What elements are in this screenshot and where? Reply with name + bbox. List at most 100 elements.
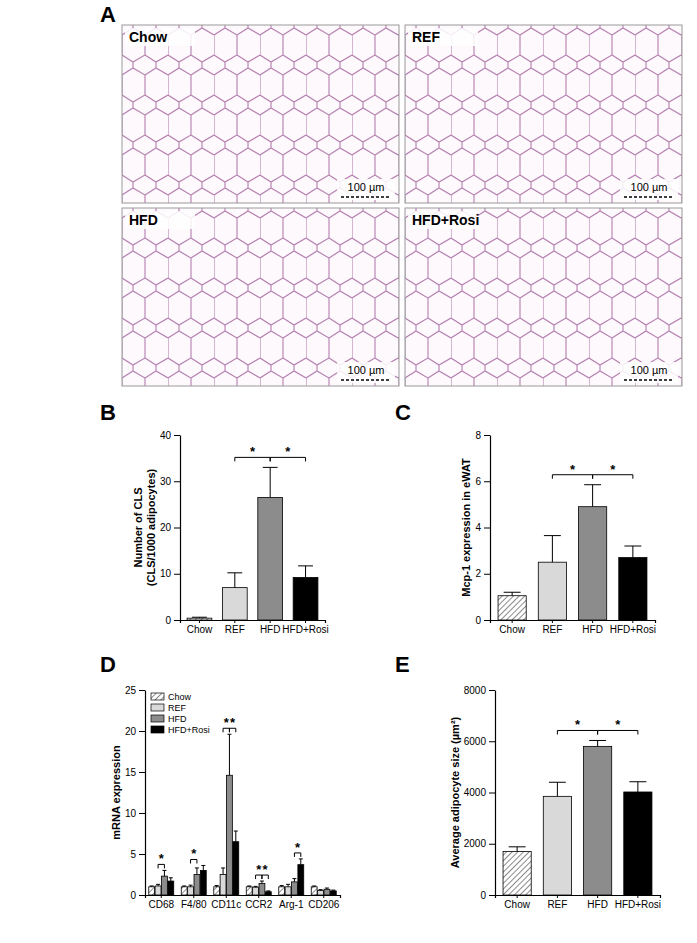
- legend-label: Chow: [168, 692, 192, 702]
- x-tick-mark: [226, 895, 227, 898]
- scale-backdrop: [620, 179, 678, 200]
- x-tick-label: CD11c: [211, 899, 241, 910]
- micrograph: Chow100 µm: [122, 25, 399, 203]
- error-bar: [509, 847, 526, 852]
- x-tick-mark: [193, 895, 194, 898]
- legend-swatch: [151, 704, 164, 711]
- x-tick: REF: [225, 620, 245, 635]
- bar: [311, 887, 317, 895]
- bar: [259, 884, 265, 895]
- x-tick: HFD: [582, 620, 603, 635]
- chart-panel: D0510152025CD68F4/80CD11cCCR2Arg-1CD206m…: [100, 652, 341, 910]
- bar: [162, 876, 168, 895]
- y-tick: 0: [165, 615, 180, 626]
- significance-label: *: [285, 444, 291, 459]
- error-bar: [263, 467, 278, 497]
- y-axis-title: Mcp-1 expression in eWAT: [460, 458, 472, 597]
- error-bar: [549, 782, 566, 796]
- panel-label: D: [100, 652, 116, 677]
- micrograph-image: [122, 208, 399, 386]
- error-bar: [162, 870, 166, 876]
- scale-bar: [624, 379, 674, 381]
- error-bar: [254, 886, 258, 888]
- micrograph-image: [405, 208, 682, 386]
- y-tick-label: 2: [475, 568, 481, 579]
- y-tick-mark: [489, 741, 495, 742]
- y-tick-mark: [484, 574, 490, 575]
- significance-label: *: [256, 862, 262, 877]
- bar: [498, 596, 526, 620]
- micrograph-image: [405, 25, 682, 203]
- legend-entry: HFD+Rosi: [151, 725, 210, 735]
- bar: [265, 892, 271, 895]
- scale-bar: [341, 196, 391, 198]
- y-axis-line: [495, 691, 496, 896]
- x-axis: ChowREFHFDHFD+Rosi: [496, 895, 662, 910]
- panel-label: C: [395, 400, 411, 425]
- scale-backdrop: [337, 179, 395, 200]
- y-tick-label: 2000: [464, 838, 487, 849]
- bar: [233, 842, 239, 895]
- y-tick: 10: [125, 808, 145, 819]
- micrograph: REF100 µm: [405, 25, 682, 203]
- y-tick: 40: [160, 430, 180, 441]
- y-tick-label: 0: [130, 890, 136, 901]
- significance-label: *: [263, 862, 269, 877]
- error-bar: [319, 889, 323, 891]
- y-axis: 0510152025: [125, 685, 146, 901]
- y-tick-mark: [174, 481, 180, 482]
- legend-entry: HFD: [151, 714, 187, 724]
- y-tick-label: 15: [125, 767, 137, 778]
- legend-entry: Chow: [151, 692, 192, 702]
- micrograph-image: [122, 25, 399, 203]
- bar: [292, 882, 298, 895]
- scale-bar: [341, 379, 391, 381]
- bar: [149, 887, 155, 895]
- y-tick-label: 10: [125, 808, 137, 819]
- panel-label: A: [100, 2, 116, 27]
- bar: [624, 792, 652, 895]
- scale-bar-label: 100 µm: [348, 181, 385, 193]
- x-tick-mark: [234, 620, 235, 623]
- y-tick-mark: [484, 435, 490, 436]
- y-tick: 30: [160, 476, 180, 487]
- chart-panel: E02000400060008000ChowREFHFDHFD+RosiAver…: [395, 652, 661, 910]
- error-bar: [584, 485, 601, 507]
- bar: [298, 865, 304, 895]
- bar: [222, 588, 247, 620]
- y-tick: 10: [160, 568, 180, 579]
- y-axis-line: [180, 436, 181, 621]
- error-bar: [280, 886, 284, 887]
- y-tick: 2: [475, 568, 490, 579]
- bar: [330, 891, 336, 895]
- scale-bar-label: 100 µm: [631, 364, 668, 376]
- y-tick-label: 20: [125, 726, 137, 737]
- bar: [324, 889, 330, 895]
- significance-label: *: [230, 715, 236, 730]
- bar: [155, 886, 161, 895]
- y-tick-mark: [139, 772, 145, 773]
- x-tick: Arg-1: [279, 895, 304, 910]
- x-tick-mark: [632, 620, 633, 623]
- legend-swatch: [151, 715, 164, 722]
- y-tick-mark: [489, 895, 495, 896]
- error-bar: [312, 885, 316, 887]
- micrograph-title: HFD+Rosi: [412, 212, 479, 228]
- x-tick-mark: [517, 895, 518, 898]
- x-tick-mark: [512, 620, 513, 623]
- x-tick-mark: [305, 620, 306, 623]
- error-bar: [189, 885, 193, 887]
- bar: [285, 887, 291, 895]
- y-tick-label: 0: [480, 890, 486, 901]
- x-tick-mark: [291, 895, 292, 898]
- y-tick-mark: [489, 793, 495, 794]
- figure: AChow100 µmREF100 µmHFD100 µmHFD+Rosi100…: [0, 0, 697, 943]
- x-axis-line: [181, 621, 326, 624]
- bar: [181, 887, 187, 895]
- error-bar: [227, 573, 242, 588]
- x-axis: ChowREFHFDHFD+Rosi: [491, 620, 657, 635]
- x-tick-label: REF: [225, 624, 245, 635]
- scale-bar-label: 100 µm: [631, 181, 668, 193]
- error-bar: [182, 885, 186, 887]
- plot-marks: [187, 467, 318, 620]
